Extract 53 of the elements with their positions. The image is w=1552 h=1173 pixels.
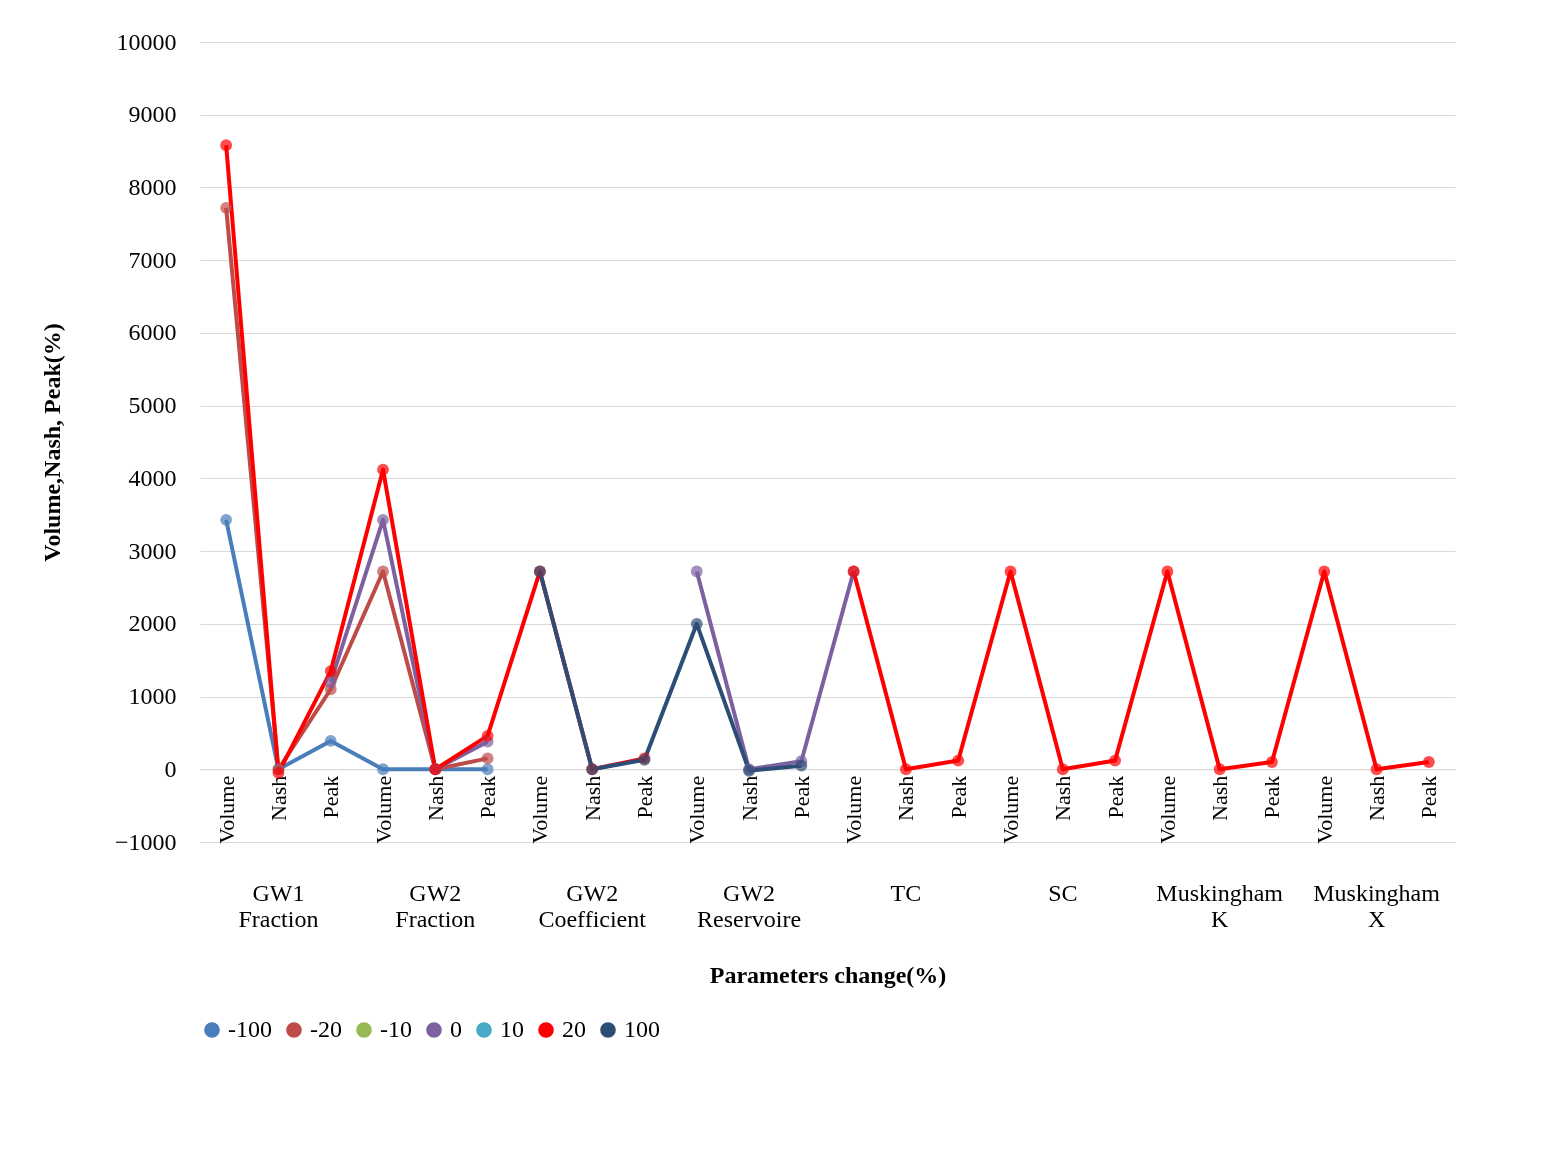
x-tick-label: Nash (1050, 775, 1076, 821)
legend-label: 20 (562, 1016, 586, 1042)
text: SC (1048, 880, 1078, 906)
text: Muskingham X (1313, 880, 1441, 932)
x-tick-label: Nash (422, 775, 448, 821)
legend-label: -100 (228, 1016, 272, 1042)
x-tick-label: Volume (1154, 775, 1180, 844)
y-tick-label: 6000 (128, 319, 177, 346)
x-tick-label: Volume (1311, 775, 1337, 844)
text: GW2 Coefficient (538, 880, 647, 932)
x-tick-label: Peak (788, 775, 814, 819)
y-tick-label: 2000 (128, 610, 177, 637)
x-tick-label: Volume (370, 775, 396, 844)
legend-label: 100 (624, 1016, 660, 1042)
text: Muskingham K (1156, 880, 1284, 932)
x-tick-label: Peak (631, 775, 657, 819)
x-tick-label: Nash (1207, 775, 1233, 821)
x-tick-label: Volume (684, 775, 710, 844)
legend-label: -10 (380, 1016, 412, 1042)
x-tick-label: Volume (841, 775, 867, 844)
legend-label: -20 (310, 1016, 342, 1042)
legend-label: 10 (500, 1016, 524, 1042)
y-tick-label: 0 (164, 755, 177, 782)
x-tick-label: Peak (1102, 775, 1128, 819)
y-tick-label: 3000 (128, 537, 177, 564)
x-tick-label: Peak (945, 775, 971, 819)
x-tick-label: Nash (736, 775, 762, 821)
y-tick-label: 5000 (128, 392, 177, 419)
y-tick-label: 1000 (128, 683, 177, 710)
x-tick-label: Nash (893, 775, 919, 821)
x-tick-label: Volume (998, 775, 1024, 844)
x-tick-label: Volume (527, 775, 553, 844)
x-tick-label: Nash (1364, 775, 1390, 821)
y-tick-label: 8000 (128, 173, 177, 200)
text: GW2 Fraction (395, 880, 476, 932)
y-tick-label: 10000 (116, 28, 177, 55)
x-tick-label: Peak (1416, 775, 1442, 819)
x-axis-title: Parameters change(%) (709, 961, 947, 988)
text: GW1 Fraction (238, 880, 319, 932)
x-tick-label: Peak (1259, 775, 1285, 819)
y-axis-title: Volume,Nash, Peak(%) (38, 323, 65, 562)
x-tick-label: Nash (265, 775, 291, 821)
x-tick-label: Volume (213, 775, 239, 844)
x-tick-label: Peak (475, 775, 501, 819)
y-tick-label: 4000 (128, 464, 177, 491)
x-tick-label: Peak (318, 775, 344, 819)
y-tick-label: −1000 (114, 828, 177, 855)
text: GW2 Reservoire (697, 880, 802, 932)
text: TC (890, 880, 922, 906)
y-tick-label: 7000 (128, 246, 177, 273)
x-tick-label: Nash (579, 775, 605, 821)
legend-label: 0 (450, 1016, 462, 1042)
y-tick-label: 9000 (128, 101, 177, 128)
